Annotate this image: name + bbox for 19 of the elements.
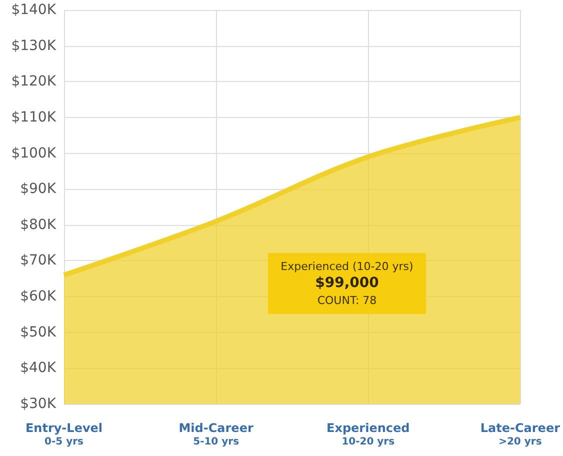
y-tick-label: $30K (20, 396, 57, 412)
y-tick-label: $80K (20, 216, 57, 233)
y-tick-label: $120K (11, 74, 57, 90)
y-tick-label: $90K (20, 181, 57, 198)
annotation: $99,000 (314, 275, 380, 292)
y-tick-label: $70K (20, 252, 57, 269)
y-tick-label: $100K (11, 145, 57, 162)
y-tick-label: $140K (11, 2, 57, 18)
y-tick-label: $60K (20, 288, 57, 305)
x-tick-label: Late-Career >20 yrs (480, 421, 560, 448)
annotation: Experienced (10-20 yrs) (280, 259, 414, 275)
annotation: COUNT: 78 (316, 293, 378, 309)
y-tick-label: $40K (20, 360, 57, 376)
y-tick-label: $50K (20, 324, 57, 340)
x-tick-label: Mid-Career 5-10 yrs (178, 421, 254, 448)
y-tick-label: $130K (11, 38, 57, 54)
x-tick-label: Entry-Level 0-5 yrs (25, 421, 103, 448)
y-tick-label: $110K (11, 109, 57, 126)
x-tick-label: Experienced 10-20 yrs (326, 421, 410, 448)
